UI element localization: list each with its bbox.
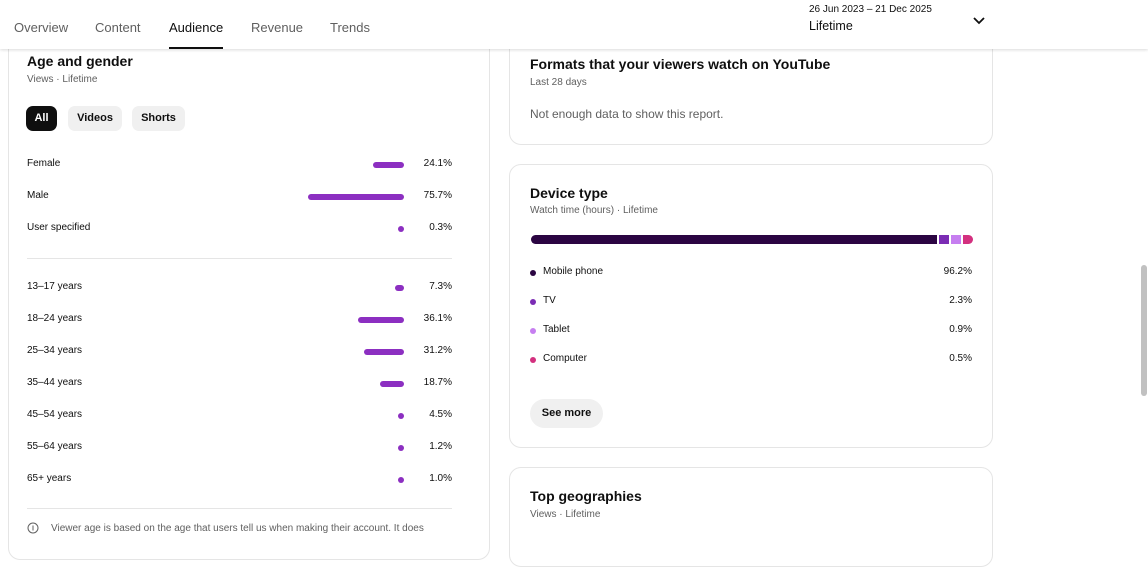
list-item: 35–44 years 18.7%: [27, 377, 452, 391]
row-bar: [307, 194, 404, 200]
device-bar-segment: [939, 235, 949, 244]
period: Lifetime: [809, 19, 853, 33]
row-label: 55–64 years: [27, 441, 83, 452]
row-label: 18–24 years: [27, 313, 83, 324]
device-label: Mobile phone: [543, 266, 604, 277]
list-item: Male 75.7%: [27, 190, 452, 204]
row-value: 75.7%: [423, 190, 452, 201]
row-label: 45–54 years: [27, 409, 83, 420]
row-value: 31.2%: [423, 345, 452, 356]
device-legend-item: Tablet 0.9%: [530, 324, 972, 338]
device-legend-item: TV 2.3%: [530, 295, 972, 309]
card-subtitle: Watch time (hours) · Lifetime: [530, 205, 658, 216]
row-label: Female: [27, 158, 61, 169]
tab-content[interactable]: Content: [95, 20, 141, 35]
info-icon: [27, 522, 39, 534]
legend-dot: [530, 328, 536, 334]
row-value: 1.0%: [429, 473, 452, 484]
filter-shorts[interactable]: Shorts: [132, 106, 185, 131]
row-bar: [358, 317, 404, 323]
divider: [27, 258, 452, 259]
device-bar-segment: [531, 235, 937, 244]
row-bar: [364, 349, 404, 355]
card-title: Top geographies: [530, 488, 642, 504]
device-value: 0.9%: [949, 324, 972, 335]
row-label: 13–17 years: [27, 281, 83, 292]
row-value: 0.3%: [429, 222, 452, 233]
card-title: Device type: [530, 185, 608, 201]
device-value: 0.5%: [949, 353, 972, 364]
device-bar-segment: [963, 235, 973, 244]
scrollbar-thumb[interactable]: [1141, 265, 1147, 396]
list-item: Female 24.1%: [27, 158, 452, 172]
card-subtitle: Views · Lifetime: [530, 509, 601, 520]
divider: [27, 508, 452, 509]
tab-overview[interactable]: Overview: [14, 20, 69, 35]
no-data-message: Not enough data to show this report.: [530, 107, 724, 121]
chevron-down-icon[interactable]: [972, 14, 986, 28]
row-label: 65+ years: [27, 473, 72, 484]
row-bar: [398, 413, 404, 419]
list-item: 45–54 years 4.5%: [27, 409, 452, 423]
row-bar: [398, 226, 404, 232]
filter-all[interactable]: All: [26, 106, 57, 131]
list-item: 18–24 years 36.1%: [27, 313, 452, 327]
tab-revenue[interactable]: Revenue: [251, 20, 304, 35]
row-bar: [398, 477, 404, 483]
tab-trends[interactable]: Trends: [330, 20, 370, 35]
row-bar: [394, 285, 404, 291]
legend-dot: [530, 299, 536, 305]
device-label: TV: [543, 295, 556, 306]
legend-dot: [530, 357, 536, 363]
row-bar: [380, 381, 404, 387]
age-note: Viewer age is based on the age that user…: [51, 523, 424, 534]
filter-videos[interactable]: Videos: [68, 106, 122, 131]
card-subtitle: Last 28 days: [530, 77, 587, 88]
list-item: 25–34 years 31.2%: [27, 345, 452, 359]
tab-audience[interactable]: Audience: [169, 20, 224, 49]
row-value: 1.2%: [429, 441, 452, 452]
row-label: 25–34 years: [27, 345, 83, 356]
device-label: Computer: [543, 353, 587, 364]
device-value: 2.3%: [949, 295, 972, 306]
device-value: 96.2%: [943, 266, 972, 277]
card-title: Age and gender: [27, 53, 133, 69]
row-value: 36.1%: [423, 313, 452, 324]
row-value: 4.5%: [429, 409, 452, 420]
top-nav: Overview Content Audience Revenue Trends…: [0, 0, 1148, 49]
row-value: 18.7%: [423, 377, 452, 388]
row-value: 24.1%: [423, 158, 452, 169]
row-value: 7.3%: [429, 281, 452, 292]
row-bar: [398, 445, 404, 451]
card-title: Formats that your viewers watch on YouTu…: [530, 56, 831, 72]
device-label: Tablet: [543, 324, 570, 335]
see-more-button[interactable]: See more: [530, 399, 603, 428]
device-legend-item: Mobile phone 96.2%: [530, 266, 972, 280]
legend-dot: [530, 270, 536, 276]
row-label: User specified: [27, 222, 91, 233]
list-item: 13–17 years 7.3%: [27, 281, 452, 295]
card-subtitle: Views · Lifetime: [27, 74, 98, 85]
list-item: 55–64 years 1.2%: [27, 441, 452, 455]
row-label: 35–44 years: [27, 377, 83, 388]
row-label: Male: [27, 190, 49, 201]
list-item: 65+ years 1.0%: [27, 473, 452, 487]
list-item: User specified 0.3%: [27, 222, 452, 236]
device-bar-segment: [951, 235, 961, 244]
row-bar: [373, 162, 404, 168]
date-range: 26 Jun 2023 – 21 Dec 2025: [809, 4, 932, 15]
device-legend-item: Computer 0.5%: [530, 353, 972, 367]
